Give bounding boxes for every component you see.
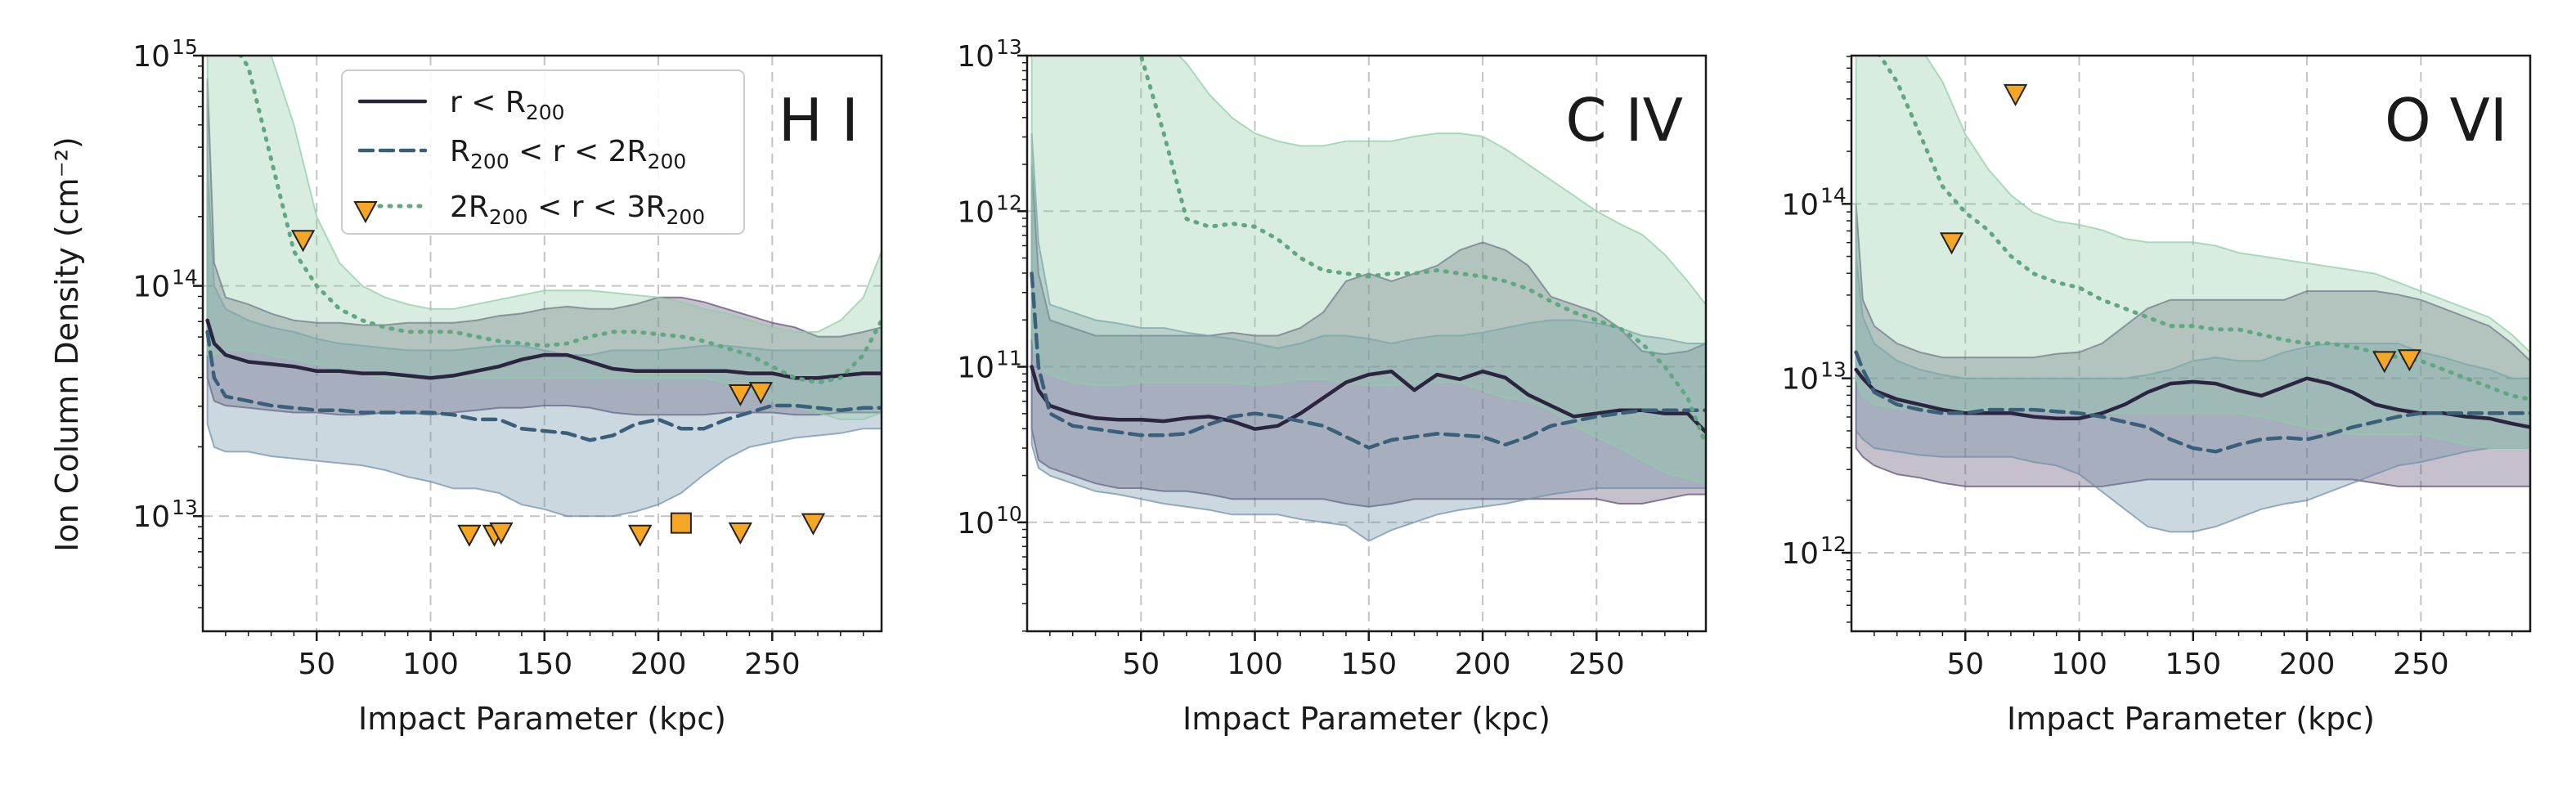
median-line-2R200_3R200: [1138, 56, 1706, 447]
observation-triangle: [489, 522, 514, 545]
grid: [203, 56, 882, 631]
y-axis-label: Ion Column Density (cm⁻²): [49, 137, 85, 552]
x-tick-label: 100: [2051, 648, 2107, 681]
legend-label: R200 < r < 2R200: [450, 135, 686, 173]
x-tick-label: 150: [516, 648, 572, 681]
band-2R200_3R200: [206, 56, 882, 420]
x-tick-label: 100: [402, 648, 459, 681]
observation-triangle: [290, 230, 316, 253]
ion-label: H I: [779, 86, 859, 155]
x-tick-label: 250: [744, 648, 801, 681]
median-line-R200_2R200: [1030, 271, 1706, 450]
observation-triangle: [2372, 351, 2397, 374]
observation-triangle: [1939, 232, 1964, 255]
y-tick-exponent: 12: [996, 191, 1022, 214]
observation-triangle: [801, 513, 826, 536]
x-tick-label: 250: [2393, 648, 2449, 681]
y-tick-exponent: 13: [172, 496, 198, 519]
legend-box: [341, 70, 745, 235]
plot-area: [205, 56, 882, 518]
y-tick-label: 10: [132, 271, 170, 304]
plot-area: [1030, 56, 1706, 542]
axes-frame: [201, 54, 883, 633]
x-tick-label: 200: [2279, 648, 2336, 681]
y-tick-label: 10: [957, 507, 994, 541]
ion-label: C IV: [1565, 86, 1683, 155]
band-r_lt_R200: [1030, 164, 1706, 508]
y-tick-exponent: 11: [996, 347, 1022, 370]
x-axis-label: Impact Parameter (kpc): [358, 701, 726, 737]
x-tick-label: 150: [2165, 648, 2221, 681]
y-tick-label: 10: [1781, 188, 1819, 222]
observation-triangle: [748, 382, 774, 405]
axes-frame: [1850, 54, 2532, 633]
x-tick-label: 150: [1340, 648, 1397, 681]
band-R200_2R200: [1855, 256, 2530, 533]
y-tick-label: 10: [957, 352, 994, 385]
axes-frame: [1025, 54, 1708, 633]
legend-observation-triangle: [353, 201, 378, 224]
median-line-R200_2R200: [205, 330, 882, 442]
ion-label: O VI: [2385, 86, 2507, 155]
y-tick-label: 10: [132, 40, 170, 74]
grid: [1851, 56, 2530, 631]
band-R200_2R200: [206, 170, 882, 518]
y-tick-label: 10: [1781, 363, 1819, 397]
x-tick-label: 50: [1122, 648, 1160, 681]
y-tick-exponent: 15: [172, 35, 198, 59]
median-line-R200_2R200: [1854, 350, 2530, 454]
y-tick-exponent: 13: [1820, 358, 1847, 382]
y-tick-exponent: 14: [1820, 183, 1847, 207]
observation-triangle: [457, 524, 482, 547]
observation-triangle: [628, 524, 653, 547]
observation-triangle: [728, 522, 752, 545]
median-line-2R200_3R200: [1877, 56, 2530, 401]
y-tick-label: 10: [1781, 537, 1819, 571]
band-2R200_3R200: [1030, 56, 1706, 485]
plot-area: [1854, 56, 2530, 533]
x-tick-label: 100: [1227, 648, 1283, 681]
legend-label: 2R200 < r < 3R200: [450, 191, 705, 229]
x-tick-label: 50: [298, 648, 335, 681]
x-axis-label: Impact Parameter (kpc): [1183, 701, 1551, 737]
y-tick-exponent: 13: [996, 35, 1022, 59]
band-2R200_3R200: [1855, 56, 2530, 449]
y-tick-label: 10: [957, 195, 994, 229]
y-tick-exponent: 12: [1820, 532, 1847, 556]
x-tick-label: 50: [1946, 648, 1984, 681]
observation-triangle: [2397, 349, 2422, 372]
y-tick-label: 10: [957, 40, 994, 74]
x-tick-label: 200: [631, 648, 687, 681]
y-tick-label: 10: [132, 500, 170, 534]
x-tick-label: 200: [1455, 648, 1511, 681]
observation-triangle: [728, 384, 752, 407]
x-tick-label: 250: [1568, 648, 1625, 681]
observation-square: [670, 512, 692, 534]
y-tick-exponent: 10: [996, 502, 1022, 526]
legend-label: r < R200: [450, 86, 565, 124]
band-R200_2R200: [1030, 133, 1706, 542]
y-tick-exponent: 14: [172, 266, 198, 289]
legend: r < R200 R200 < r < 2R200 2R200 < r < 3R20…: [341, 70, 745, 235]
x-axis-label: Impact Parameter (kpc): [2007, 701, 2375, 737]
median-line-2R200_3R200: [238, 56, 882, 385]
observation-triangle: [2003, 83, 2028, 107]
median-line-r_lt_R200: [205, 318, 882, 380]
median-line-r_lt_R200: [1030, 365, 1706, 434]
